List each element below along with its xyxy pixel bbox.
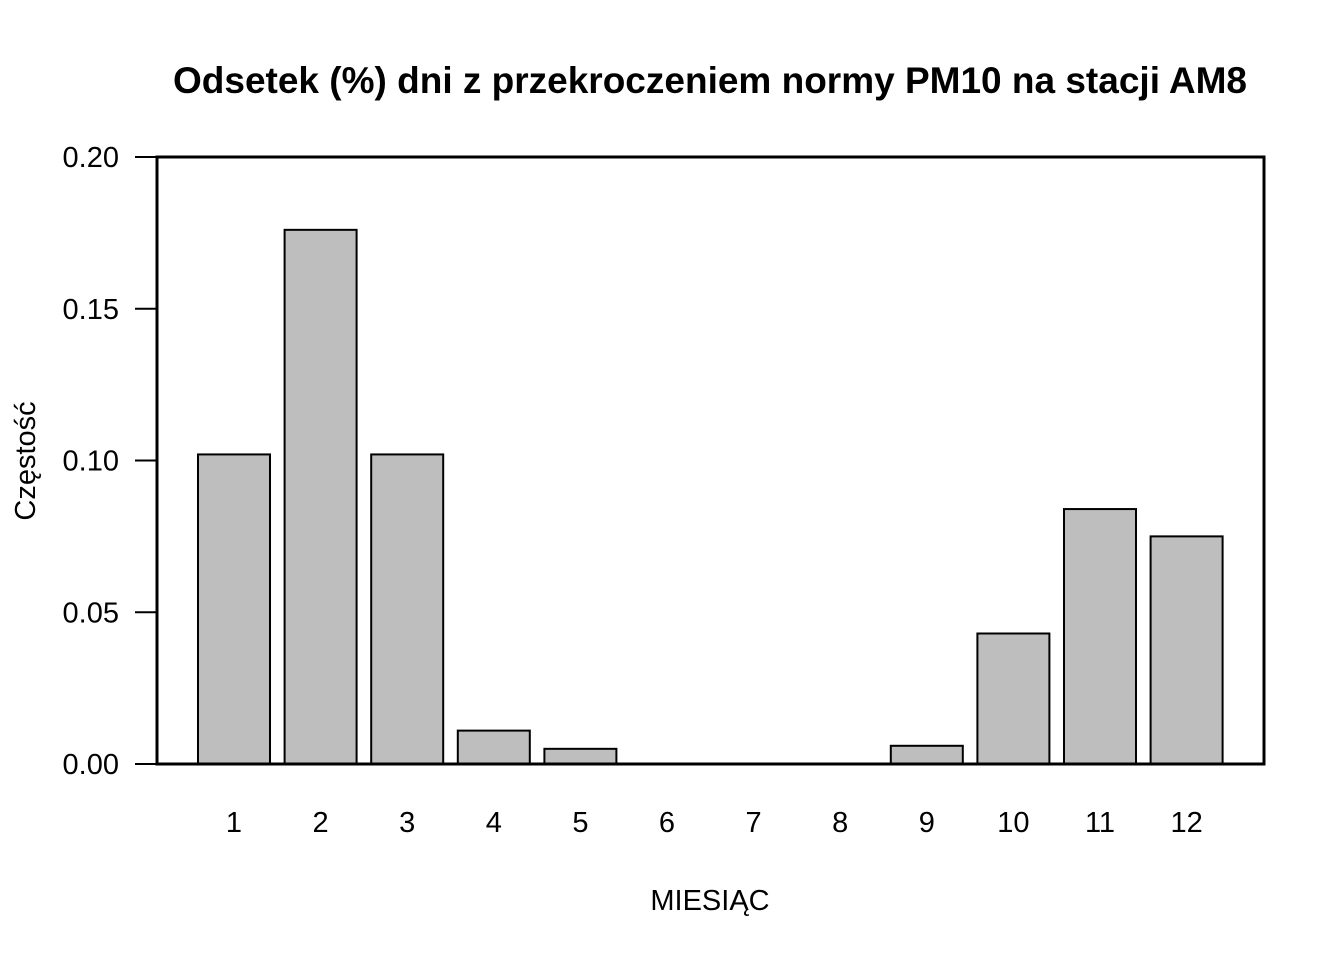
x-tick-label: 2 [313,807,329,839]
bar-1 [197,453,271,765]
bar-11 [1063,508,1137,765]
x-tick-label: 8 [832,807,848,839]
plot-frame [155,155,1266,766]
bar-4 [456,729,531,765]
y-tick-label: 0.20 [63,142,119,174]
y-tick-label: 0.05 [63,597,119,629]
bar-12 [1149,535,1224,765]
y-axis: 0.00 0.05 0.10 0.15 0.20 [63,142,157,781]
x-tick-label: 4 [486,807,502,839]
y-axis-label: Częstość [10,401,42,520]
x-tick-label: 3 [399,807,415,839]
x-tick-label: 6 [659,807,675,839]
x-tick-label: 5 [572,807,588,839]
x-axis-label: MIESIĄC [650,885,769,917]
x-tick-label: 9 [919,807,935,839]
chart-title: Odsetek (%) dni z przekroczeniem normy P… [173,60,1247,101]
x-tick-label: 12 [1170,807,1202,839]
y-tick-label: 0.15 [63,294,119,326]
bar-9 [889,744,964,765]
bar-3 [370,453,445,765]
bars [197,228,1224,766]
x-tick-label: 7 [746,807,762,839]
x-tick-label: 10 [997,807,1029,839]
x-tick-labels: 1 2 3 4 5 6 7 8 9 10 11 12 [226,807,1203,839]
bar-2 [283,228,358,765]
y-tick-label: 0.00 [63,749,119,781]
bar-10 [976,632,1051,765]
y-tick-label: 0.10 [63,446,119,478]
x-tick-label: 1 [226,807,242,839]
bar-5 [543,747,618,766]
x-tick-label: 11 [1085,807,1115,839]
